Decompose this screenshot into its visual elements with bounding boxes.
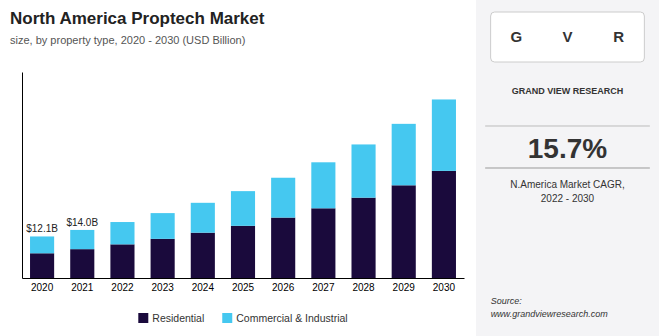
y-axis-line	[22, 73, 23, 279]
subtitle: size, by property type, 2020 - 2030 (USD…	[10, 34, 245, 46]
divider	[485, 126, 650, 127]
source: Source: www.grandviewresearch.com	[491, 296, 609, 319]
bar	[70, 230, 94, 249]
bar	[271, 178, 295, 218]
x-tick-label: 2027	[312, 282, 335, 293]
x-axis: 2020 2021 2022 2023 2024 2025 2026 2027 2028 2029…	[23, 278, 465, 293]
bar	[151, 239, 175, 278]
text-line: GRAND VIEW RESEARCH	[512, 86, 624, 96]
legend-item: Commercial & Industrial	[222, 312, 347, 324]
bar	[191, 203, 215, 233]
logo-box	[491, 12, 645, 62]
bar	[30, 236, 54, 253]
logo-letter: V	[562, 28, 572, 45]
bar	[311, 208, 335, 278]
logo-text: GRAND VIEW RESEARCH	[512, 86, 624, 96]
legend-label: Residential	[152, 312, 204, 324]
legend: Residential Commercial & Industrial	[138, 312, 347, 324]
x-tick: 2030	[433, 278, 456, 293]
x-axis-line	[23, 278, 465, 279]
legend-item: Residential	[138, 312, 204, 324]
cagr-value: 15.7%	[528, 133, 607, 164]
text-line: www.grandviewresearch.com	[491, 309, 609, 319]
bar	[30, 253, 54, 278]
x-tick-label: 2030	[433, 282, 456, 293]
text-line: R	[613, 28, 624, 45]
annotation: $14.0B	[66, 217, 98, 228]
x-tick: 2024	[192, 278, 215, 293]
bar	[351, 198, 375, 278]
x-tick-label: 2023	[152, 282, 175, 293]
text-line: Source:	[491, 296, 523, 306]
x-tick: 2028	[352, 278, 375, 293]
bar	[392, 124, 416, 185]
bar	[271, 218, 295, 278]
sidebar: G V R GRAND VIEW RESEARCH 15.7% N.America Mar…	[476, 0, 659, 336]
chart: North America Proptech Market size, by pr…	[0, 0, 659, 336]
x-tick: 2022	[111, 278, 134, 293]
bar	[110, 222, 134, 244]
x-tick-label: 2028	[352, 282, 375, 293]
x-tick-label: 2024	[192, 282, 215, 293]
text-line: V	[562, 28, 572, 45]
bar	[70, 249, 94, 278]
annotation: $12.1B	[26, 223, 58, 234]
x-tick: 2021	[71, 278, 94, 293]
x-tick-label: 2026	[272, 282, 295, 293]
x-tick-label: 2022	[111, 282, 134, 293]
y-axis	[22, 73, 23, 279]
x-tick-label: 2021	[71, 282, 94, 293]
legend-label: Commercial & Industrial	[236, 312, 347, 324]
bar	[432, 99, 456, 170]
logo-letter: R	[613, 28, 624, 45]
sidebar-panel	[476, 0, 659, 336]
x-tick: 2023	[152, 278, 175, 293]
x-tick-label: 2029	[393, 282, 416, 293]
divider	[485, 168, 650, 169]
text-line: G	[510, 28, 522, 45]
bar-series	[30, 99, 456, 253]
bar	[351, 144, 375, 197]
x-tick: 2026	[272, 278, 295, 293]
bar-series	[30, 171, 456, 278]
bar	[231, 191, 255, 226]
bar	[151, 213, 175, 239]
bar	[191, 233, 215, 278]
x-tick: 2020	[31, 278, 54, 293]
bar	[231, 226, 255, 278]
bar	[311, 162, 335, 208]
x-tick-label: 2025	[232, 282, 255, 293]
x-tick-label: 2020	[31, 282, 54, 293]
legend-swatch	[138, 313, 148, 323]
legend-swatch	[222, 313, 232, 323]
plot-area	[30, 99, 456, 278]
x-tick: 2027	[312, 278, 335, 293]
bar	[392, 185, 416, 278]
text-line: 2022 - 2030	[541, 193, 595, 204]
cagr-label: N.America Market CAGR, 2022 - 2030	[510, 179, 624, 204]
text-line: 15.7%	[528, 133, 607, 164]
bar	[432, 171, 456, 278]
x-tick: 2025	[232, 278, 255, 293]
text-line: N.America Market CAGR,	[510, 179, 624, 190]
x-tick: 2029	[393, 278, 416, 293]
logo-letter: G	[510, 28, 522, 45]
bar	[110, 244, 134, 278]
title: North America Proptech Market	[10, 9, 265, 28]
